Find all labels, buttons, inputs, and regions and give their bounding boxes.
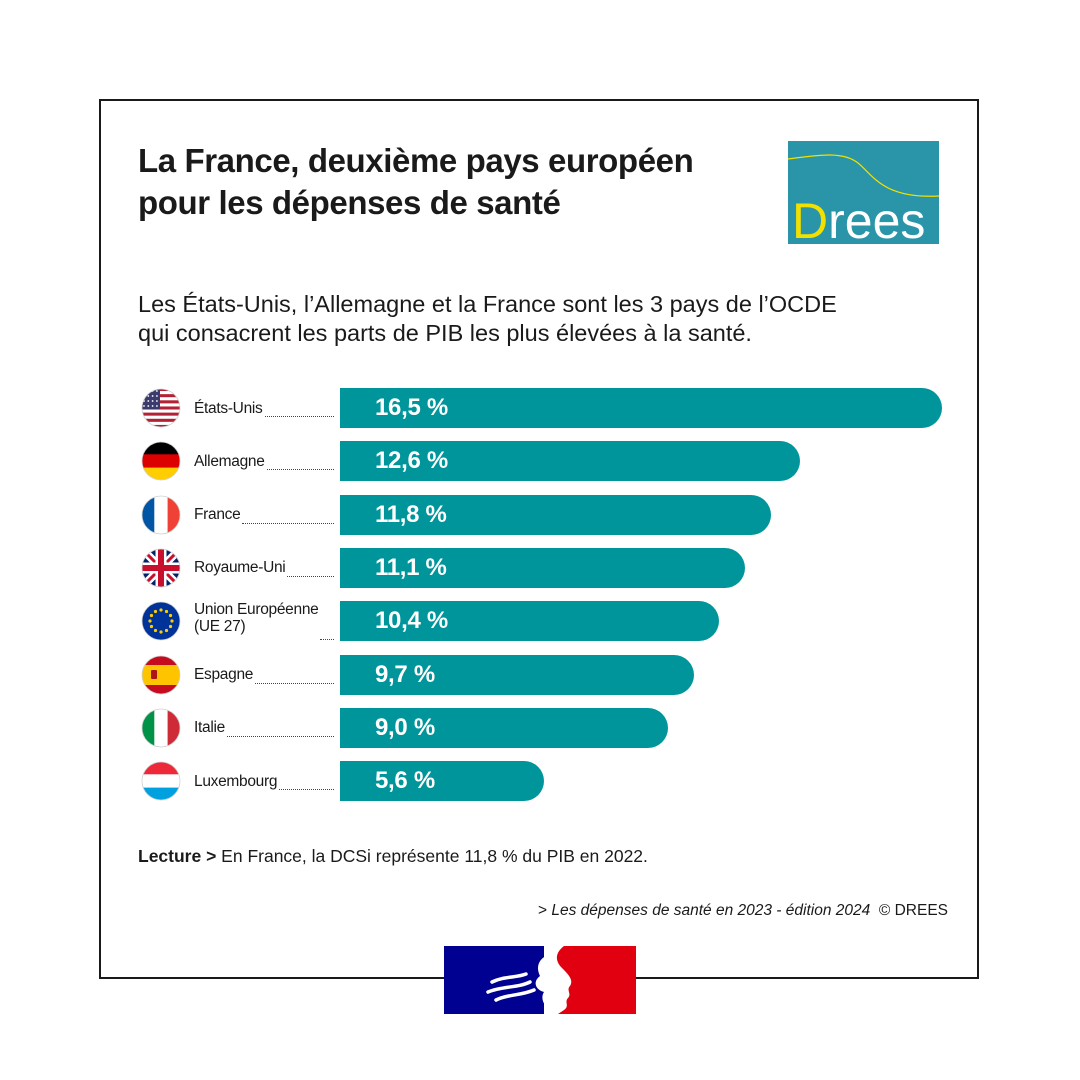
bar-value-label: 11,1 %: [375, 553, 447, 581]
bar: [340, 441, 800, 482]
chart-row: États-Unis 16,5 %: [0, 388, 1080, 428]
bar-value-label: 9,7 %: [375, 660, 435, 688]
chart-row: Luxembourg 5,6 %: [0, 761, 1080, 802]
infographic-frame: [99, 99, 979, 979]
chart-subtitle: Les États-Unis, l’Allemagne et la France…: [138, 290, 958, 348]
source-note: > Les dépenses de santé en 2023 - éditio…: [538, 902, 948, 920]
page-title: La France, deuxième pays européen pour l…: [138, 140, 778, 224]
category-label: États-Unis: [194, 388, 334, 428]
category-label: Union Européenne (UE 27): [194, 601, 334, 641]
category-label: Allemagne: [194, 441, 334, 481]
uk-flag-icon: [141, 548, 181, 588]
leader-dots: [255, 682, 334, 684]
germany-flag-icon: [141, 441, 181, 481]
leader-dots: [226, 735, 334, 737]
category-label-text: Union Européenne (UE 27): [194, 601, 319, 636]
category-label-text: Royaume-Uni: [194, 559, 286, 577]
luxembourg-flag-icon: [141, 761, 181, 801]
svg-text:Drees: Drees: [792, 193, 925, 244]
chart-row: France 11,8 %: [0, 494, 1080, 535]
bar: [340, 601, 719, 642]
category-label-text: États-Unis: [194, 399, 263, 417]
chart-row: Allemagne 12,6 %: [0, 441, 1080, 482]
bar: [340, 547, 745, 588]
category-label-text: Italie: [194, 719, 225, 737]
bar: [340, 494, 771, 535]
category-label: Royaume-Uni: [194, 548, 334, 588]
source-title: Les dépenses de santé en 2023 - édition …: [551, 902, 871, 919]
leader-dots: [279, 789, 334, 791]
us-flag-icon: [141, 388, 181, 428]
chart-row: Union Européenne (UE 27) 10,4 %: [0, 601, 1080, 642]
category-label-text: Espagne: [194, 666, 254, 683]
source-credit: © DREES: [870, 902, 948, 919]
eu-flag-icon: [141, 601, 181, 641]
subtitle-line-1: Les États-Unis, l’Allemagne et la France…: [138, 291, 837, 317]
category-label: Espagne: [194, 655, 334, 695]
bar-value-label: 9,0 %: [375, 713, 435, 741]
reading-note: Lecture > En France, la DCSi représente …: [138, 846, 648, 867]
title-line-1: La France, deuxième pays européen: [138, 142, 694, 179]
leader-dots: [242, 522, 334, 524]
category-label: France: [194, 495, 334, 535]
title-line-2: pour les dépenses de santé: [138, 184, 561, 221]
chart-row: Royaume-Uni 11,1 %: [0, 547, 1080, 588]
leader-dots: [264, 416, 334, 417]
subtitle-line-2: qui consacrent les parts de PIB les plus…: [138, 320, 752, 346]
leader-dots: [287, 575, 334, 577]
category-label-text: Luxembourg: [194, 772, 278, 790]
bar: [340, 707, 668, 748]
bar-value-label: 11,8 %: [375, 500, 447, 528]
marianne-logo: [444, 946, 636, 1014]
reading-label: Lecture >: [138, 846, 217, 866]
chart-row: Italie 9,0 %: [0, 707, 1080, 748]
leader-dots: [266, 469, 334, 471]
leader-dots: [320, 639, 334, 641]
category-label: Italie: [194, 708, 334, 748]
bar: [340, 654, 694, 695]
category-label-text: France: [194, 506, 241, 524]
bar-value-label: 12,6 %: [375, 447, 448, 475]
spain-flag-icon: [141, 655, 181, 695]
bar-value-label: 10,4 %: [375, 607, 448, 635]
reading-text: En France, la DCSi représente 11,8 % du …: [216, 846, 648, 866]
france-flag-icon: [141, 495, 181, 535]
drees-logo: Drees: [788, 141, 939, 244]
source-prefix: >: [538, 902, 552, 919]
category-label: Luxembourg: [194, 761, 334, 801]
italy-flag-icon: [141, 708, 181, 748]
bar-value-label: 5,6 %: [375, 767, 435, 795]
bar-value-label: 16,5 %: [375, 394, 448, 421]
bar: [340, 761, 544, 802]
chart-row: Espagne 9,7 %: [0, 654, 1080, 695]
category-label-text: Allemagne: [194, 452, 265, 470]
bar: [340, 388, 942, 428]
